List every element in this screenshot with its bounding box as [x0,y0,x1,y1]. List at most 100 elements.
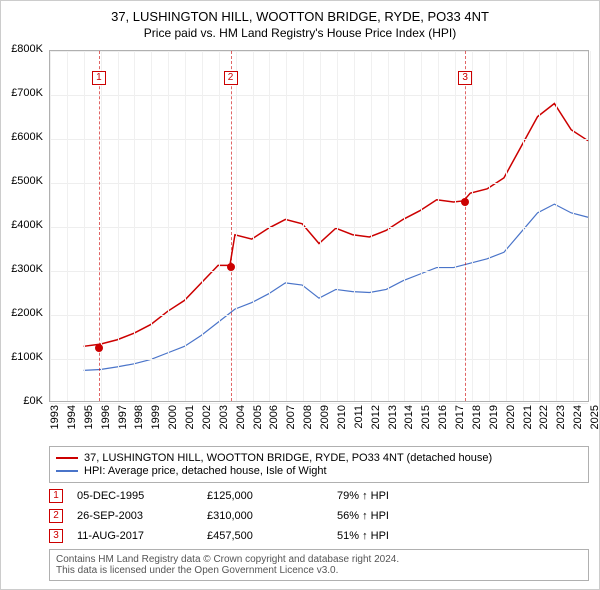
x-tick-label: 1996 [100,405,112,429]
chart-subtitle: Price paid vs. HM Land Registry's House … [11,26,589,40]
chart-container: 37, LUSHINGTON HILL, WOOTTON BRIDGE, RYD… [0,0,600,590]
x-tick-label: 2017 [454,405,466,429]
y-axis-ticks: £0K£100K£200K£300K£400K£500K£600K£700K£8… [1,49,47,401]
event-marker-box: 3 [458,71,472,85]
gridline-v [236,51,237,401]
y-tick-label: £500K [11,175,43,187]
gridline-h [50,51,588,52]
x-tick-label: 2018 [471,405,483,429]
x-tick-label: 2021 [522,405,534,429]
gridline-v [388,51,389,401]
gridline-v [354,51,355,401]
gridline-v [489,51,490,401]
x-tick-label: 2013 [387,405,399,429]
y-tick-label: £700K [11,87,43,99]
x-tick-label: 2020 [505,405,517,429]
event-dot [461,198,469,206]
gridline-v [472,51,473,401]
gridline-v [421,51,422,401]
x-tick-label: 2004 [235,405,247,429]
gridline-v [202,51,203,401]
event-price: £310,000 [207,510,337,522]
legend-item: 37, LUSHINGTON HILL, WOOTTON BRIDGE, RYD… [56,452,582,464]
gridline-v [539,51,540,401]
x-tick-label: 1993 [49,405,61,429]
x-tick-label: 1997 [117,405,129,429]
event-pct: 56% ↑ HPI [337,510,457,522]
x-tick-label: 2014 [403,405,415,429]
x-tick-label: 2001 [184,405,196,429]
footer: Contains HM Land Registry data © Crown c… [49,549,589,581]
x-tick-label: 2009 [319,405,331,429]
event-marker-3: 3 [49,529,63,543]
x-tick-label: 2002 [201,405,213,429]
event-price: £125,000 [207,490,337,502]
gridline-v [253,51,254,401]
gridline-v [556,51,557,401]
x-tick-label: 2022 [538,405,550,429]
x-tick-label: 2000 [167,405,179,429]
gridline-v [118,51,119,401]
event-date: 05-DEC-1995 [77,490,207,502]
x-tick-label: 2007 [285,405,297,429]
event-pct: 79% ↑ HPI [337,490,457,502]
y-tick-label: £300K [11,263,43,275]
x-tick-label: 1999 [150,405,162,429]
gridline-v [590,51,591,401]
gridline-h [50,403,588,404]
gridline-v [337,51,338,401]
gridline-h [50,227,588,228]
x-tick-label: 2010 [336,405,348,429]
event-marker-2: 2 [49,509,63,523]
event-list: 1 05-DEC-1995 £125,000 79% ↑ HPI 2 26-SE… [49,489,589,543]
x-tick-label: 2015 [420,405,432,429]
gridline-h [50,183,588,184]
gridline-h [50,359,588,360]
gridline-v [286,51,287,401]
gridline-h [50,139,588,140]
gridline-v [151,51,152,401]
x-tick-label: 2005 [252,405,264,429]
x-tick-label: 1994 [66,405,78,429]
title-block: 37, LUSHINGTON HILL, WOOTTON BRIDGE, RYD… [1,1,599,44]
x-tick-label: 2012 [370,405,382,429]
gridline-v [523,51,524,401]
chart-title: 37, LUSHINGTON HILL, WOOTTON BRIDGE, RYD… [11,9,589,24]
gridline-v [455,51,456,401]
event-date: 11-AUG-2017 [77,530,207,542]
y-tick-label: £0K [23,395,43,407]
event-marker-box: 1 [92,71,106,85]
event-marker-box: 2 [224,71,238,85]
event-pct: 51% ↑ HPI [337,530,457,542]
x-tick-label: 1995 [83,405,95,429]
x-tick-label: 2008 [302,405,314,429]
legend-label: 37, LUSHINGTON HILL, WOOTTON BRIDGE, RYD… [84,452,492,464]
event-dot [227,263,235,271]
x-tick-label: 1998 [133,405,145,429]
x-tick-label: 2019 [488,405,500,429]
gridline-v [320,51,321,401]
y-tick-label: £100K [11,351,43,363]
gridline-v [168,51,169,401]
gridline-v [506,51,507,401]
gridline-v [134,51,135,401]
gridline-v [371,51,372,401]
event-row: 3 11-AUG-2017 £457,500 51% ↑ HPI [49,529,589,543]
x-tick-label: 2003 [218,405,230,429]
gridline-h [50,271,588,272]
gridline-v [185,51,186,401]
plot-area: 1 2 3 [49,50,589,402]
footer-line2: This data is licensed under the Open Gov… [56,565,582,576]
gridline-h [50,95,588,96]
x-tick-label: 2025 [589,405,600,429]
event-price: £457,500 [207,530,337,542]
legend-swatch [56,457,78,459]
gridline-v [573,51,574,401]
legend-swatch [56,470,78,472]
event-marker-1: 1 [49,489,63,503]
legend-label: HPI: Average price, detached house, Isle… [84,465,327,477]
legend: 37, LUSHINGTON HILL, WOOTTON BRIDGE, RYD… [49,446,589,483]
x-tick-label: 2011 [353,405,365,429]
x-tick-label: 2016 [437,405,449,429]
y-tick-label: £400K [11,219,43,231]
